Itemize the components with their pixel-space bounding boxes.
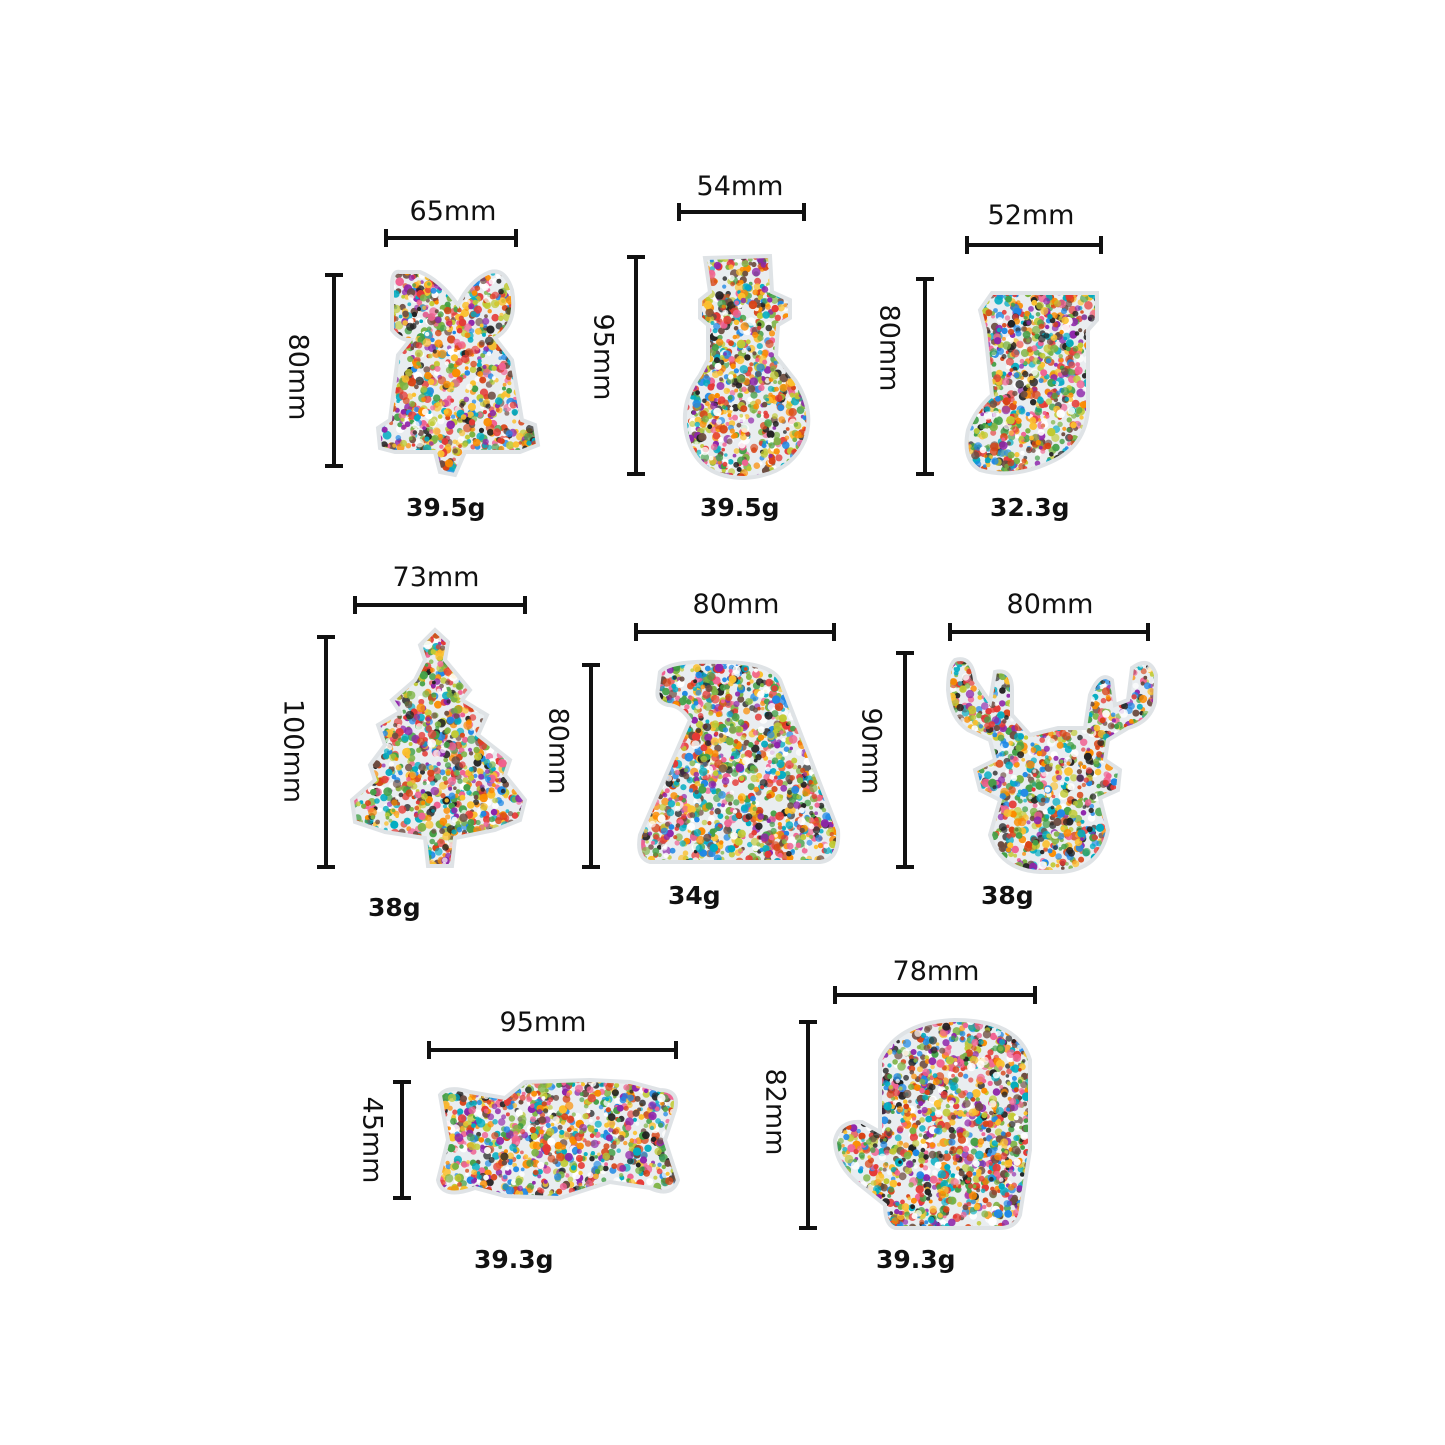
tree-weight-label: 38g	[368, 893, 421, 922]
tree-width-label: 73mm	[392, 562, 480, 593]
candy-height-label: 45mm	[356, 1096, 388, 1184]
stocking-height-label: 80mm	[873, 304, 905, 392]
mitten-icon	[832, 1017, 1032, 1230]
reindeer-width-label: 80mm	[1006, 589, 1094, 620]
mitten-weight-label: 39.3g	[876, 1245, 956, 1274]
hat-weight-label: 34g	[668, 881, 721, 910]
measurement-lines	[317, 203, 1150, 1230]
reindeer-icon	[945, 657, 1159, 874]
candy-weight-label: 39.3g	[474, 1245, 554, 1274]
mitten-width-label: 78mm	[892, 956, 980, 987]
mitten-height-label: 82mm	[759, 1068, 791, 1156]
bell-weight-label: 39.5g	[406, 493, 486, 522]
santa-hat-icon	[637, 659, 841, 864]
bell-height-label: 80mm	[282, 333, 314, 421]
hat-height-label: 80mm	[542, 707, 574, 795]
bell-width-label: 65mm	[409, 196, 497, 227]
candy-width-label: 95mm	[499, 1007, 587, 1038]
snowman-width-label: 54mm	[696, 171, 784, 202]
stocking-icon	[964, 291, 1099, 476]
snowman-height-label: 95mm	[587, 313, 619, 401]
hat-width-label: 80mm	[692, 589, 780, 620]
candy-icon	[435, 1077, 681, 1201]
snowman-weight-label: 39.5g	[700, 493, 780, 522]
tree-height-label: 100mm	[277, 698, 309, 804]
reindeer-weight-label: 38g	[981, 881, 1034, 910]
bell-icon	[375, 269, 541, 478]
snowman-icon	[682, 253, 811, 481]
reindeer-height-label: 90mm	[855, 707, 887, 795]
stocking-weight-label: 32.3g	[990, 493, 1070, 522]
stocking-width-label: 52mm	[987, 200, 1075, 231]
christmas-tree-icon	[349, 627, 528, 868]
